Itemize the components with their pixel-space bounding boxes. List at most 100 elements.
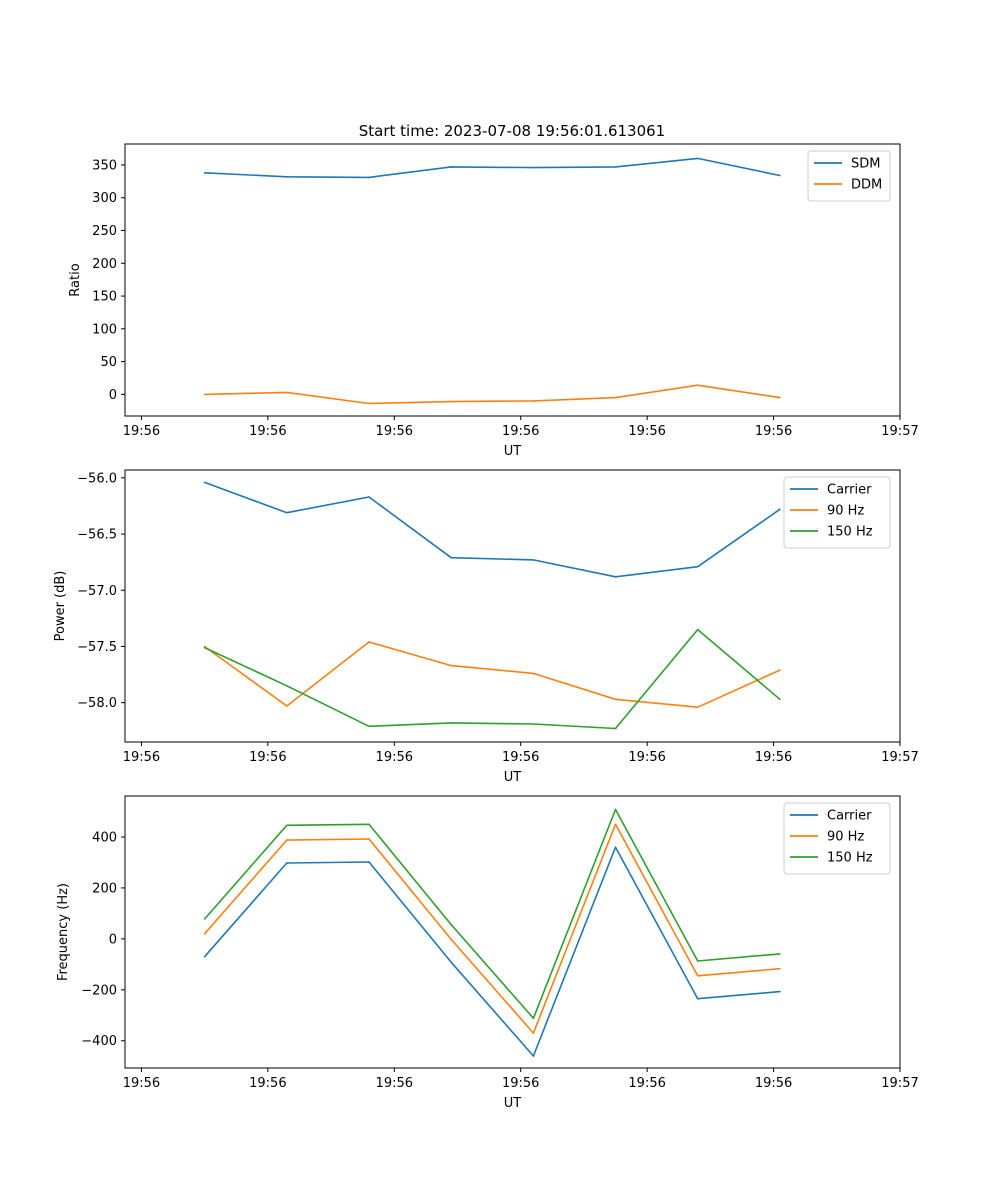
frequency-data-point [696, 997, 699, 1000]
ratio-data-point [614, 396, 617, 399]
power-x-tick-label: 19:56 [249, 750, 286, 765]
ratio-x-tick-label: 19:56 [755, 424, 792, 439]
ratio-y-tick-label: 100 [92, 322, 117, 337]
power-data-point [614, 698, 617, 701]
frequency-x-axis-label: UT [504, 1096, 522, 1111]
frequency-x-tick-label: 19:56 [249, 1076, 286, 1091]
frequency-legend-label: 150 Hz [827, 851, 873, 866]
ratio-x-tick-label: 19:56 [249, 424, 286, 439]
frequency-x-tick-label: 19:57 [881, 1076, 918, 1091]
ratio-series-line-ddm [204, 384, 781, 405]
ratio-data-point [532, 400, 535, 402]
ratio-axes-frame [124, 143, 901, 417]
ratio-legend: SDM DDM [807, 150, 891, 202]
frequency-data-point [203, 932, 206, 935]
power-x-tick-label: 19:56 [628, 750, 665, 765]
frequency-data-point [696, 975, 699, 977]
frequency-y-axis-label: Frequency (Hz) [56, 883, 71, 981]
frequency-axes-frame [124, 795, 901, 1069]
power-y-axis-label: Power (dB) [53, 571, 68, 642]
power-data-point [203, 481, 206, 484]
ratio-x-tick-label: 19:56 [502, 424, 539, 439]
ratio-y-tick-label: 50 [100, 355, 117, 370]
frequency-data-point [779, 990, 781, 993]
power-legend-label: Carrier [827, 483, 872, 498]
ratio-y-tick-label: 250 [92, 224, 117, 239]
ratio-y-tick-label: 300 [92, 191, 117, 206]
frequency-data-point [614, 808, 617, 811]
frequency-series-line-carrier [203, 846, 780, 1057]
frequency-x-tick-label: 19:56 [628, 1076, 665, 1091]
frequency-x-tick-label: 19:56 [755, 1076, 792, 1091]
frequency-data-point [450, 938, 452, 941]
ratio-data-point [696, 157, 699, 160]
ratio-x-tick-label: 19:56 [628, 424, 665, 439]
frequency-data-point [532, 1017, 535, 1020]
ratio-x-tick-label: 19:57 [881, 424, 918, 439]
frequency-data-point [368, 861, 370, 863]
power-series-line-90-hz [204, 641, 781, 709]
ratio-x-tick-label: 19:56 [376, 424, 413, 439]
frequency-legend-label: 90 Hz [827, 830, 864, 845]
power-data-point [286, 685, 288, 687]
frequency-data-point [368, 838, 370, 840]
ratio-data-point [286, 391, 288, 394]
frequency-data-point [286, 824, 288, 827]
ratio-y-tick-label: 150 [92, 290, 117, 305]
ratio-data-point [779, 396, 781, 399]
ratio-data-point [450, 166, 452, 168]
power-data-point [286, 705, 288, 707]
frequency-y-tick-label: 200 [92, 881, 117, 896]
ratio-data-point [696, 384, 699, 386]
power-data-point [532, 672, 535, 675]
power-data-point [286, 511, 288, 514]
ratio-series-line-sdm [204, 157, 781, 179]
frequency-x-tick-label: 19:56 [502, 1076, 539, 1091]
power-y-tick-label: −56.0 [77, 471, 117, 486]
power-data-point [450, 722, 452, 724]
frequency-data-point [286, 839, 288, 841]
power-data-point [779, 669, 781, 671]
ratio-y-axis-label: Ratio [68, 263, 83, 296]
ratio-data-point [286, 175, 288, 178]
power-data-point [696, 628, 699, 631]
power-y-tick-label: −56.5 [77, 528, 117, 543]
power-series-line-carrier [204, 481, 781, 578]
frequency-data-point [450, 923, 452, 926]
frequency-data-point [286, 862, 288, 864]
power-y-tick-label: −57.5 [77, 640, 117, 655]
frequency-data-point [779, 967, 781, 970]
power-x-tick-label: 19:56 [376, 750, 413, 765]
ratio-legend-label: SDM [851, 157, 880, 172]
ratio-data-point [450, 400, 452, 403]
frequency-series-line-150-hz [203, 808, 780, 1020]
power-data-point [532, 723, 535, 725]
ratio-data-point [614, 166, 617, 168]
power-legend-label: 90 Hz [827, 504, 864, 519]
frequency-y-tick-label: 400 [92, 831, 117, 846]
frequency-legend: Carrier 90 Hz 150 Hz [783, 802, 891, 875]
power-data-point [696, 706, 699, 708]
ratio-legend-label: DDM [851, 178, 882, 193]
frequency-y-tick-label: −400 [81, 1034, 117, 1049]
power-legend: Carrier 90 Hz 150 Hz [783, 476, 891, 549]
ratio-x-axis-label: UT [504, 444, 522, 459]
power-y-tick-label: −57.0 [77, 584, 117, 599]
ratio-data-point [368, 402, 370, 405]
power-series-line-150-hz [204, 628, 781, 730]
frequency-y-tick-label: 0 [109, 932, 117, 947]
power-x-tick-label: 19:56 [755, 750, 792, 765]
power-data-point [368, 496, 370, 498]
power-data-point [696, 565, 699, 568]
power-x-tick-label: 19:57 [881, 750, 918, 765]
ratio-data-point [368, 176, 370, 179]
frequency-data-point [614, 846, 617, 848]
ratio-data-point [203, 172, 206, 174]
frequency-series-line-90-hz [203, 823, 780, 1034]
power-data-point [203, 646, 206, 649]
ratio-y-tick-label: 350 [92, 158, 117, 173]
power-data-point [203, 645, 206, 648]
frequency-data-point [532, 1055, 535, 1057]
ratio-panel: 19:56 19:56 19:56 19:56 19:56 19:56 19:57 0 50 10… [68, 143, 919, 459]
